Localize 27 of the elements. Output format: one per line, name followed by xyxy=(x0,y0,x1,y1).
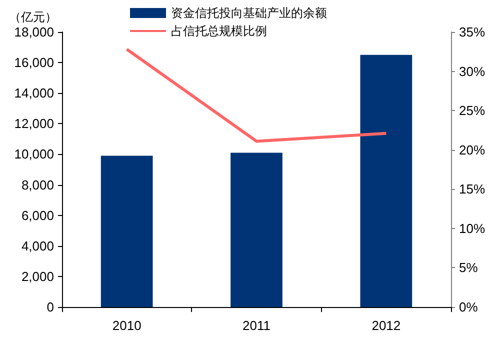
y-tick-label: 0 xyxy=(46,300,54,314)
y2-tick-label: 5% xyxy=(459,260,478,276)
y2-tick-label: 25% xyxy=(459,103,486,118)
bar xyxy=(360,54,412,307)
x-tick-label: 2011 xyxy=(242,318,270,333)
bar xyxy=(230,152,282,307)
y-tick-label: 6,000 xyxy=(21,208,54,223)
bar xyxy=(100,156,153,307)
y-tick-label: 14,000 xyxy=(14,86,54,101)
y-tick-label: 8,000 xyxy=(21,177,54,192)
y-tick-label: 18,000 xyxy=(14,24,54,40)
y2-tick-label: 15% xyxy=(459,182,486,197)
y-tick-label: 4,000 xyxy=(21,238,54,254)
y-axis-title: （亿元） xyxy=(9,10,57,24)
x-tick-label: 2012 xyxy=(372,318,401,333)
x-tick-label: 2010 xyxy=(112,318,142,333)
y-tick-label: 10,000 xyxy=(14,146,54,162)
legend-label: 占信托总规模比例 xyxy=(171,24,267,38)
y2-tick-label: 30% xyxy=(459,64,486,79)
legend-label: 资金信托投向基础产业的余额 xyxy=(171,6,327,20)
y-tick-label: 2,000 xyxy=(21,268,54,284)
y2-tick-label: 35% xyxy=(459,24,486,40)
y-tick-label: 12,000 xyxy=(14,116,54,132)
y-tick-label: 16,000 xyxy=(14,55,54,70)
y2-tick-label: 20% xyxy=(459,142,486,158)
y2-tick-label: 0% xyxy=(459,300,478,314)
y2-tick-label: 10% xyxy=(459,220,486,236)
